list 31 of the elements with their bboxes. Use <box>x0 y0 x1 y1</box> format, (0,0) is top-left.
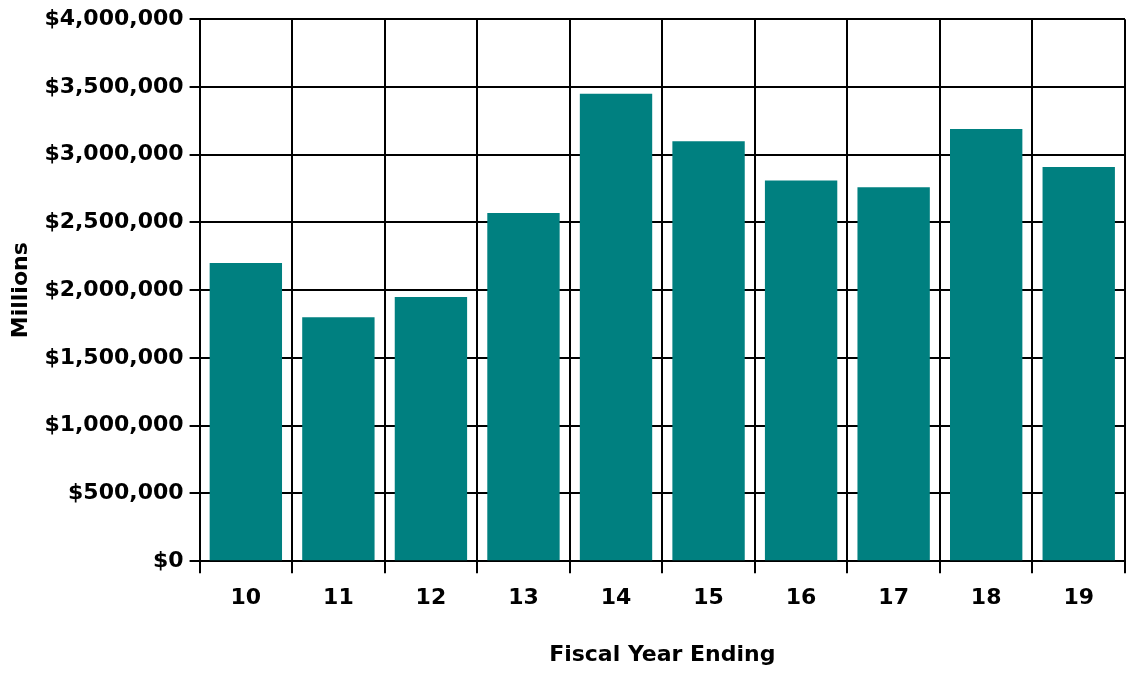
x-tick-label: 15 <box>693 584 724 610</box>
bar <box>764 180 838 561</box>
bar <box>672 141 745 561</box>
y-tick-label: $2,000,000 <box>44 275 184 301</box>
x-tick-label: 14 <box>600 584 632 610</box>
x-tick-label: 17 <box>878 584 909 610</box>
x-axis-title: Fiscal Year Ending <box>549 640 776 666</box>
y-tick-label: $3,000,000 <box>44 140 184 166</box>
x-tick-label: 12 <box>415 584 447 610</box>
y-tick-label: $0 <box>152 546 184 572</box>
bar <box>857 187 930 561</box>
y-tick-label: $500,000 <box>68 479 184 505</box>
x-tick-label: 19 <box>1063 584 1095 610</box>
x-tick-label: 10 <box>230 584 262 610</box>
y-tick-label: $1,500,000 <box>44 343 184 369</box>
y-tick-label: $4,000,000 <box>44 4 184 30</box>
bar <box>394 296 468 561</box>
bar <box>209 263 283 561</box>
bar <box>487 212 560 561</box>
x-tick-label: 13 <box>508 584 539 610</box>
x-tick-label: 16 <box>785 584 817 610</box>
x-tick-label: 11 <box>323 584 354 610</box>
y-tick-label: $3,500,000 <box>44 72 184 98</box>
y-tick-label: $2,500,000 <box>44 208 184 234</box>
bar <box>950 128 1023 561</box>
y-tick-label: $1,000,000 <box>44 411 184 437</box>
bar <box>1042 166 1115 561</box>
x-tick-label: 18 <box>970 584 1002 610</box>
y-axis-title: Millions <box>6 242 32 339</box>
bar <box>302 317 375 561</box>
bar <box>579 93 653 561</box>
